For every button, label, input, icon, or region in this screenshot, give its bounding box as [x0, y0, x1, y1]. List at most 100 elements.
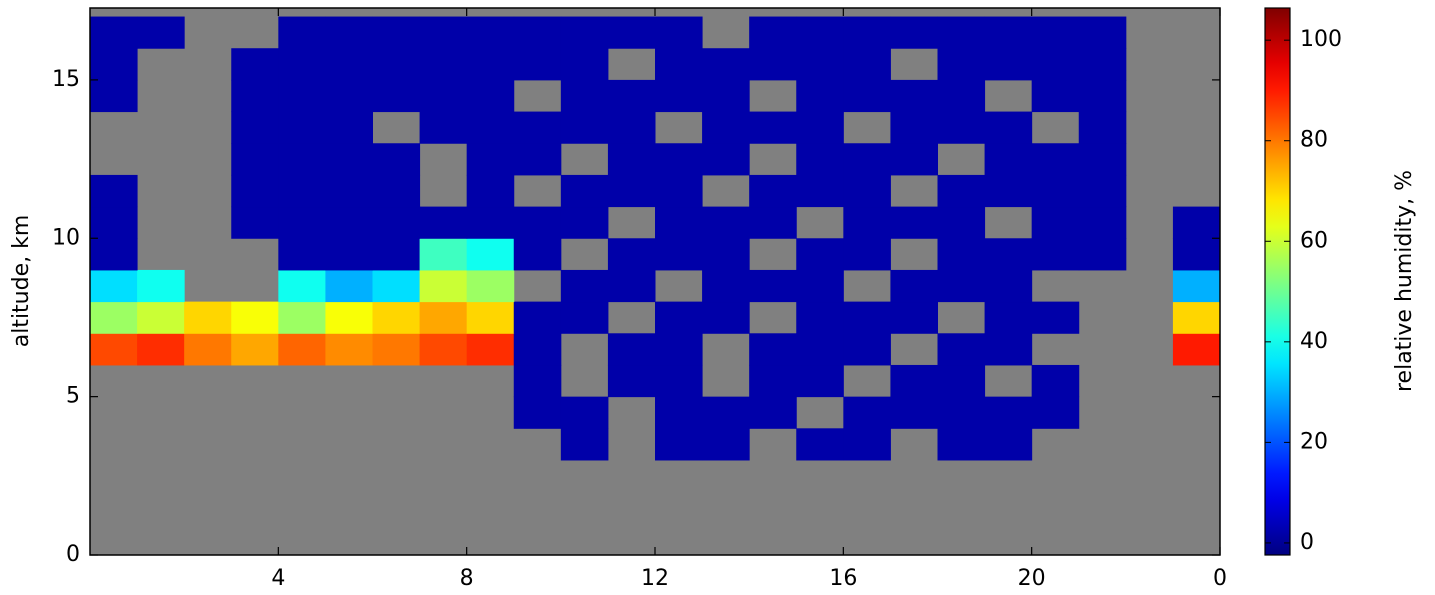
heatmap-cell: [796, 79, 844, 113]
heatmap-cell: [1031, 79, 1080, 113]
heatmap-cell: [466, 111, 515, 144]
heatmap-cell: [325, 301, 373, 334]
heatmap-cell: [607, 364, 656, 398]
heatmap-cell: [137, 333, 185, 366]
heatmap-cell: [890, 301, 938, 334]
heatmap-cell: [513, 301, 562, 334]
heatmap-cell: [1031, 174, 1080, 208]
heatmap-cell: [466, 238, 515, 271]
heatmap-cell: [937, 48, 986, 81]
heatmap-cell: [655, 206, 703, 239]
heatmap-cell: [749, 16, 797, 49]
heatmap-cell: [843, 143, 891, 176]
heatmap-cell: [560, 174, 609, 208]
heatmap-cell: [90, 16, 138, 49]
heatmap-cell: [890, 111, 938, 144]
y-tick-label: 10: [52, 225, 80, 250]
heatmap-cell: [278, 16, 326, 49]
heatmap-cell: [560, 269, 609, 303]
colorbar-tick-label: 80: [1300, 128, 1328, 153]
heatmap-cell: [843, 238, 891, 271]
heatmap-cell: [1172, 206, 1221, 239]
x-tick-label: 16: [829, 566, 857, 591]
heatmap-cell: [749, 364, 797, 398]
heatmap-cell: [607, 79, 656, 113]
heatmap-cell: [796, 364, 844, 398]
x-tick-label: 4: [271, 566, 285, 591]
heatmap-cell: [231, 143, 279, 176]
heatmap-cell: [466, 269, 515, 303]
colorbar-tick-label: 0: [1300, 530, 1314, 555]
heatmap-cell: [890, 364, 938, 398]
heatmap-cell: [607, 16, 656, 49]
heatmap-cell: [372, 238, 421, 271]
heatmap-cell: [1172, 269, 1221, 303]
y-axis-label: altitude, km: [9, 215, 34, 348]
heatmap-cell: [607, 143, 656, 176]
heatmap-cell: [325, 143, 373, 176]
heatmap-cell: [984, 238, 1033, 271]
x-tick-label: 20: [1018, 566, 1046, 591]
heatmap-cell: [419, 301, 468, 334]
heatmap-cell: [372, 143, 421, 176]
heatmap-cell: [325, 269, 373, 303]
heatmap-cell: [513, 206, 562, 239]
heatmap-cell: [419, 206, 468, 239]
heatmap-cell: [655, 238, 703, 271]
heatmap-cell: [749, 48, 797, 81]
heatmap-cell: [560, 428, 609, 461]
heatmap-cell: [937, 333, 986, 366]
heatmap-cell: [419, 111, 468, 144]
heatmap-cell: [655, 48, 703, 81]
heatmap-cell: [1172, 301, 1221, 334]
heatmap-cell: [278, 301, 326, 334]
x-tick-label: 0: [1213, 566, 1227, 591]
heatmap-cell: [607, 333, 656, 366]
heatmap-cell: [796, 238, 844, 271]
heatmap-cell: [937, 269, 986, 303]
heatmap-cell: [702, 301, 750, 334]
heatmap-cell: [984, 269, 1033, 303]
heatmap-cell: [1031, 301, 1080, 334]
heatmap-cell: [702, 111, 750, 144]
heatmap-cell: [231, 111, 279, 144]
heatmap-cell: [560, 16, 609, 49]
heatmap-cell: [890, 206, 938, 239]
heatmap-cell: [1078, 143, 1127, 176]
heatmap-cell: [1078, 48, 1127, 81]
heatmap-cell: [749, 206, 797, 239]
heatmap-cell: [702, 206, 750, 239]
heatmap-cell: [655, 364, 703, 398]
heatmap-cell: [278, 238, 326, 271]
heatmap-cell: [937, 238, 986, 271]
heatmap-cell: [231, 174, 279, 208]
heatmap-cell: [231, 79, 279, 113]
heatmap-cell: [937, 16, 986, 49]
heatmap-cell: [843, 79, 891, 113]
heatmap-cell: [655, 79, 703, 113]
heatmap-cell: [90, 301, 138, 334]
heatmap-cell: [419, 16, 468, 49]
heatmap-cell: [278, 206, 326, 239]
heatmap-cell: [749, 396, 797, 429]
heatmap-cell: [937, 396, 986, 429]
heatmap-cell: [607, 238, 656, 271]
heatmap-cell: [984, 428, 1033, 461]
heatmap-cell: [372, 269, 421, 303]
heatmap-cell: [419, 333, 468, 366]
colorbar-tick-label: 20: [1300, 429, 1328, 454]
heatmap-cell: [655, 301, 703, 334]
heatmap-cell: [372, 79, 421, 113]
heatmap-cell: [655, 16, 703, 49]
heatmap-cell: [278, 48, 326, 81]
heatmap-cell: [325, 333, 373, 366]
heatmap-cell: [702, 396, 750, 429]
heatmap-cell: [372, 48, 421, 81]
heatmap-cell: [984, 333, 1033, 366]
heatmap-cell: [796, 48, 844, 81]
heatmap-cell: [1031, 238, 1080, 271]
heatmap-cell: [560, 111, 609, 144]
heatmap-cell: [90, 79, 138, 113]
heatmap-cell: [655, 174, 703, 208]
heatmap-cell: [90, 238, 138, 271]
